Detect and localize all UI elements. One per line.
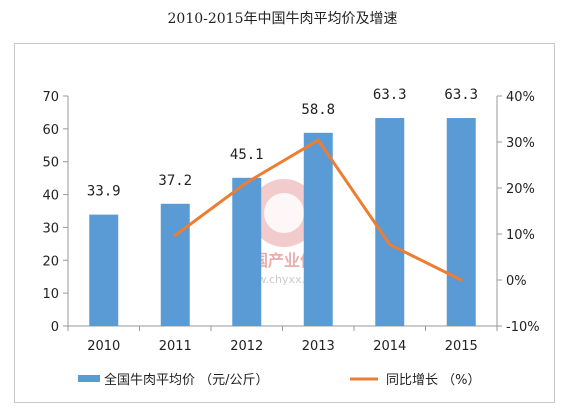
right-tick-label: 20% [506,182,535,197]
bar [303,132,333,326]
bar-data-label: 63.3 [373,87,407,103]
left-tick-label: 10 [42,287,59,302]
left-tick-label: 70 [42,90,59,105]
bar-data-label: 37.2 [158,173,192,189]
x-tick-label: 2015 [445,339,478,354]
line-series [173,138,463,282]
left-tick-label: 60 [42,123,59,138]
left-tick-label: 0 [51,320,59,335]
line-point [388,243,392,247]
line-point [459,278,463,282]
left-tick-label: 20 [42,254,59,269]
legend-bar-label: 全国牛肉平均价 （元/公斤） [104,372,269,388]
bar [160,203,190,326]
legend: 全国牛肉平均价 （元/公斤） 同比增长 （%） [78,372,481,388]
chart-frame [14,43,555,403]
left-tick-label: 40 [42,189,59,204]
bar-data-label: 45.1 [230,147,264,163]
watermark-logo-icon [250,179,318,247]
right-tick-label: 40% [506,90,535,105]
bar [232,177,262,326]
right-tick-label: 0% [506,274,527,289]
bar [446,118,476,326]
data-labels: 33.9 37.2 45.1 58.8 63.3 63.3 [87,87,478,200]
axes: 0 10 20 30 40 50 60 70 -10% 0% 10% 20% 30% 40% 2010 201… [42,90,539,354]
watermark: 中国产业信息 www.chyxx.com [236,179,332,286]
line-point [316,138,320,142]
legend-line-label: 同比增长 （%） [386,373,481,388]
line-point [245,180,249,184]
bar [375,118,405,326]
watermark-logo-inner-icon [264,193,304,233]
chart-title: 2010-2015年中国牛肉平均价及增速 [167,11,398,27]
bar-data-label: 63.3 [444,87,478,103]
right-tick-label: 30% [506,136,535,151]
right-tick-label: -10% [506,320,540,335]
legend-bar-swatch [78,375,100,382]
bar [89,214,119,326]
left-tick-label: 30 [42,221,59,236]
line-point [173,233,177,237]
left-tick-label: 50 [42,156,59,171]
x-tick-label: 2010 [87,339,120,354]
bar-data-label: 33.9 [87,184,121,200]
bar-data-label: 58.8 [301,102,335,118]
right-tick-label: 10% [506,228,535,243]
bar-series [89,118,476,326]
x-tick-label: 2011 [159,339,192,354]
x-tick-label: 2014 [373,339,406,354]
x-tick-label: 2012 [230,339,263,354]
x-tick-label: 2013 [302,339,335,354]
